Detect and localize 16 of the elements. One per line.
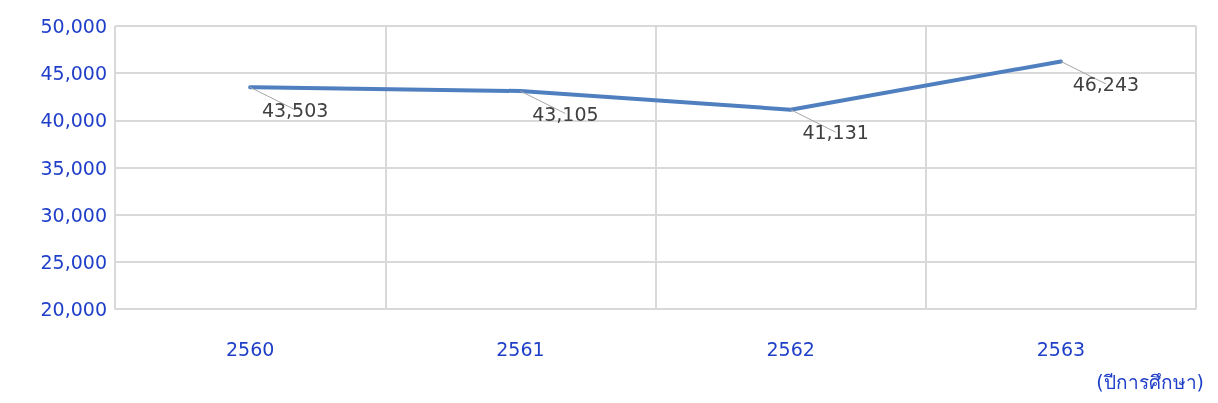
x-tick-label: 2561 bbox=[496, 337, 545, 360]
y-tick-label: 25,000 bbox=[40, 250, 107, 273]
y-tick-label: 40,000 bbox=[40, 109, 107, 132]
x-tick-label: 2560 bbox=[225, 337, 275, 360]
x-tick-label: 2563 bbox=[1036, 337, 1086, 360]
y-tick-label: 45,000 bbox=[40, 62, 107, 85]
y-tick-label: 35,000 bbox=[40, 156, 107, 179]
data-label: 41,131 bbox=[802, 121, 869, 144]
x-axis-title: (ปีการศึกษา) bbox=[1096, 370, 1204, 393]
data-label: 43,503 bbox=[261, 98, 329, 121]
data-label: 46,243 bbox=[1072, 72, 1140, 95]
data-label: 43,105 bbox=[532, 102, 599, 125]
y-tick-label: 20,000 bbox=[40, 298, 107, 320]
x-tick-label: 2562 bbox=[766, 337, 815, 360]
y-tick-label: 30,000 bbox=[40, 203, 107, 226]
y-tick-label: 50,000 bbox=[40, 15, 107, 37]
